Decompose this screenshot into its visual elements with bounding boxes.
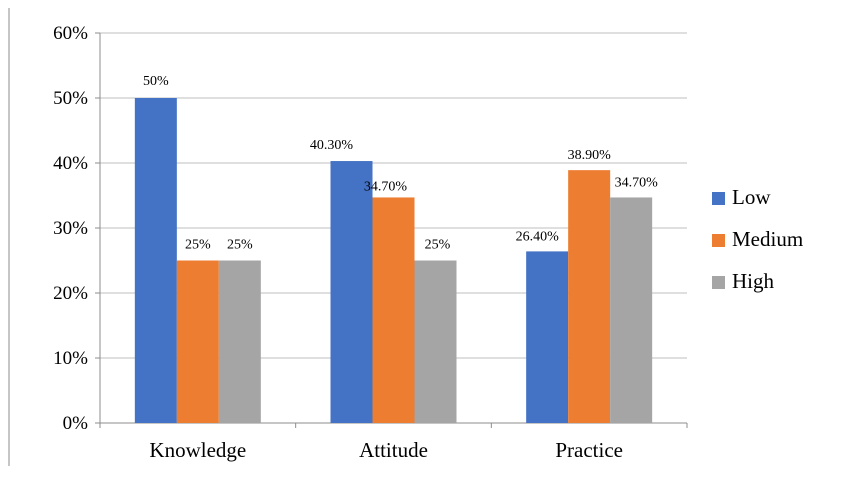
data-labels: 50%25% 25%40.30%34.70%25%26.40%38.90%34.7…	[143, 74, 658, 253]
x-category-label-practice: Practice	[555, 438, 623, 462]
y-tick-label: 0%	[63, 413, 89, 434]
data-label-medium-knowledge: 25%	[185, 238, 211, 253]
bar-high-attitude	[414, 260, 457, 423]
bar-medium-practice	[568, 170, 611, 423]
bar-high-practice	[610, 197, 653, 423]
bar-medium-knowledge	[176, 260, 219, 423]
legend-swatch-high	[712, 276, 725, 289]
bar-medium-attitude	[372, 197, 415, 423]
y-tick-label: 50%	[53, 88, 88, 109]
legend: Low Medium High	[712, 185, 803, 293]
legend-label-low: Low	[732, 185, 771, 209]
x-category-label-knowledge: Knowledge	[149, 438, 246, 462]
bar-high-knowledge	[218, 260, 261, 423]
data-label-high-knowledge: 25%	[227, 238, 253, 253]
y-tick-label: 60%	[53, 23, 88, 44]
data-label-high-attitude: 25%	[425, 238, 451, 253]
y-tick-label: 20%	[53, 283, 88, 304]
data-label-low-practice: 26.40%	[516, 229, 560, 244]
bar-low-practice	[526, 251, 569, 423]
legend-label-high: High	[732, 269, 775, 293]
bar-low-attitude	[330, 161, 373, 424]
y-tick-label: 10%	[53, 348, 88, 369]
axes: 0% 10% 20% 30% 40% 50% 60% Knowledge Attitude Pra…	[53, 23, 688, 462]
y-tick-label: 40%	[53, 153, 88, 174]
bar-low-knowledge	[134, 98, 177, 423]
data-label-low-knowledge: 50%	[143, 74, 169, 89]
bars	[134, 98, 653, 424]
legend-swatch-medium	[712, 234, 725, 247]
data-label-low-attitude: 40.30%	[310, 138, 354, 153]
legend-swatch-low	[712, 192, 725, 205]
x-category-label-attitude: Attitude	[359, 438, 428, 462]
data-label-medium-attitude: 34.70%	[364, 179, 408, 194]
data-label-high-practice: 34.70%	[615, 175, 659, 190]
data-label-medium-practice: 38.90%	[568, 148, 612, 163]
legend-label-medium: Medium	[732, 227, 803, 251]
y-tick-label: 30%	[53, 218, 88, 239]
